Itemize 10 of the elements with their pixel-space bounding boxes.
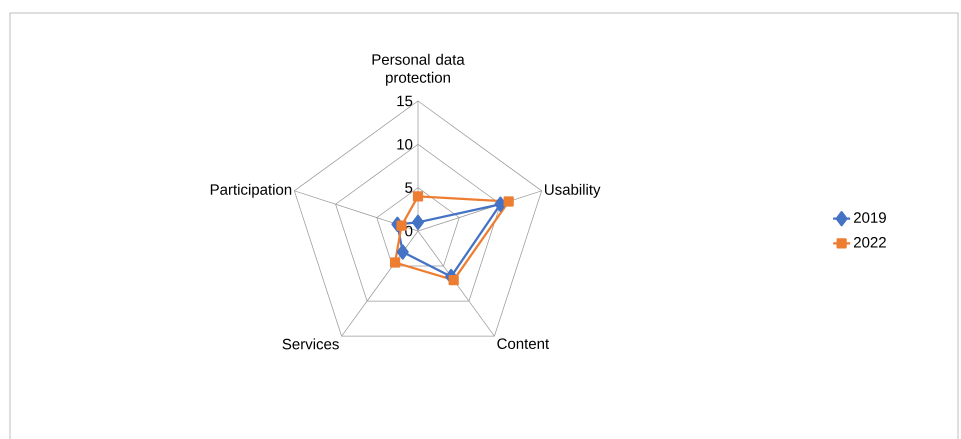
spoke-label: Usability xyxy=(545,184,600,198)
y-tick-label: 10 xyxy=(397,139,412,150)
spoke-label: Participation xyxy=(210,184,292,198)
spoke-label: Services xyxy=(282,338,339,350)
legend-label: 2022 xyxy=(854,236,886,248)
legend-label: 2019 xyxy=(854,212,886,223)
y-tick-label: 5 xyxy=(405,182,412,193)
y-tick-label: 15 xyxy=(397,96,412,106)
spoke-label: Content xyxy=(497,338,550,349)
spoke-label: Personal data protection xyxy=(372,54,465,86)
